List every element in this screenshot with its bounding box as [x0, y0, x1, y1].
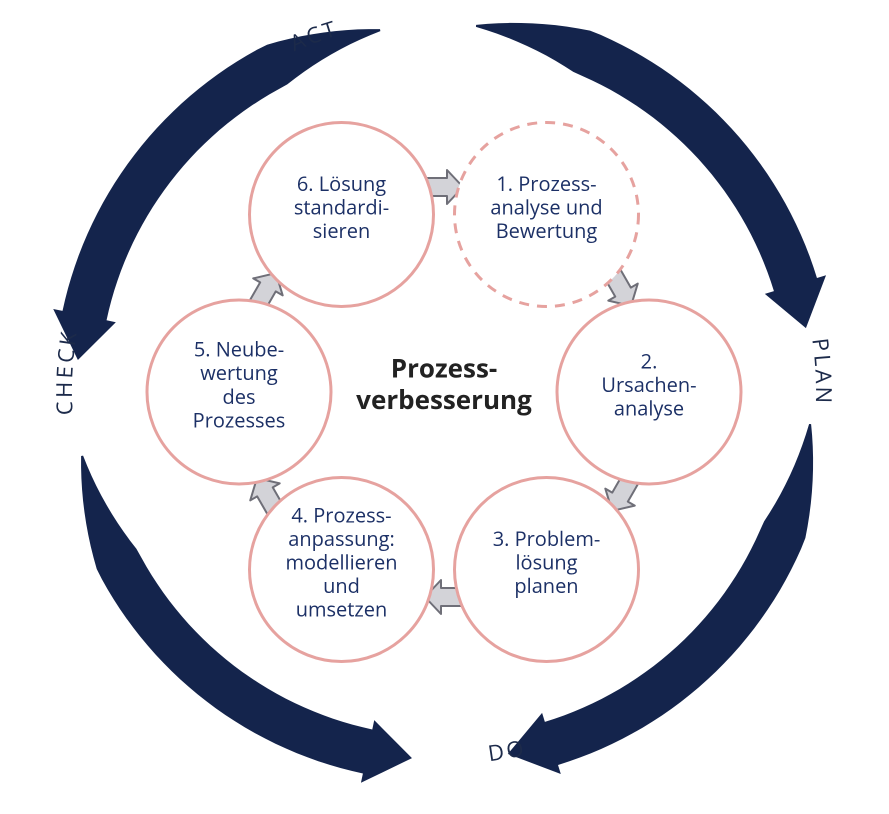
step-circle-4: 4. Prozess-anpassung:modellierenundumset…: [250, 478, 434, 662]
step-label-5: 5. Neube-wertungdesProzesses: [193, 336, 286, 434]
phase-label-do: DO: [486, 732, 529, 768]
phase-label-plan: PLAN: [805, 336, 839, 406]
step-circle-6: 6. Lösungstandardi-sieren: [250, 122, 434, 306]
pdca-cycle-diagram: ACTPLANDOCHECK 1. Prozess-analyse undBew…: [0, 0, 889, 814]
step-circle-5: 5. Neube-wertungdesProzesses: [147, 300, 331, 484]
step-circle-1: 1. Prozess-analyse undBewertung: [455, 122, 639, 306]
phase-label-check: CHECK: [49, 327, 84, 416]
step-circle-2: 2.Ursachen-analyse: [557, 300, 741, 484]
step-circle-3: 3. Problem-lösungplanen: [455, 478, 639, 662]
step-label-4: 4. Prozess-anpassung:modellierenundumset…: [285, 501, 397, 622]
center-title-text: Prozess-verbesserung: [356, 350, 532, 417]
center-title: Prozess-verbesserung: [356, 350, 532, 417]
step-label-1: 1. Prozess-analyse undBewertung: [490, 170, 602, 244]
